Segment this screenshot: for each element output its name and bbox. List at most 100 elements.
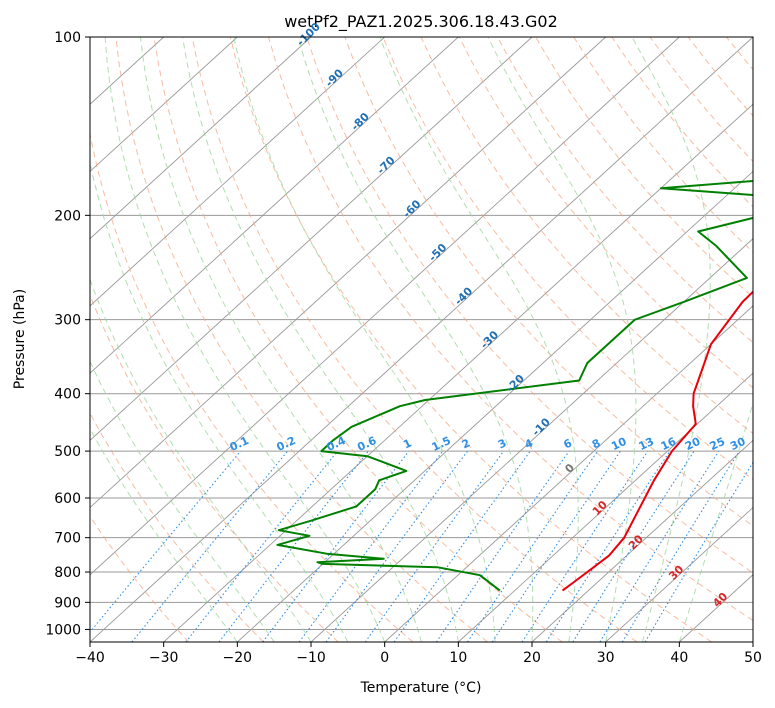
y-tick-label: 1000 — [45, 622, 81, 638]
isotherm-line — [384, 305, 753, 642]
x-tick-label: −20 — [223, 650, 253, 666]
y-tick-label: 200 — [54, 208, 81, 224]
isotherm-label: 10 — [590, 498, 610, 518]
isotherm-label: -60 — [400, 197, 423, 220]
dry-adiabat — [382, 37, 753, 481]
dry-adiabat — [687, 37, 753, 117]
mixing-ratio-line — [521, 450, 649, 642]
mixing-ratio-line — [262, 450, 410, 642]
x-tick-label: 40 — [670, 650, 688, 666]
isotherm-line — [90, 37, 459, 374]
dry-adiabat — [649, 37, 753, 163]
dry-adiabat — [268, 37, 753, 622]
mixing-ratio-label: 20 — [683, 435, 703, 453]
moist-adiabat — [90, 160, 349, 642]
mixing-ratio-label: 2 — [460, 436, 472, 451]
mixing-ratio-line — [364, 450, 505, 642]
x-tick-label: 50 — [744, 650, 762, 666]
moist-adiabat — [104, 37, 386, 642]
moist-adiabat — [233, 37, 496, 642]
moist-adiabat — [487, 37, 637, 642]
x-tick-label: −30 — [149, 650, 179, 666]
y-tick-label: 500 — [54, 444, 81, 460]
mixing-ratio-label: 30 — [728, 435, 748, 453]
dewpoint-profile-line — [276, 180, 753, 592]
mixing-ratio-line — [467, 450, 599, 642]
series-layer — [276, 180, 753, 592]
y-tick-label: 100 — [54, 30, 81, 46]
y-tick-label: 300 — [54, 313, 81, 329]
mixing-ratio-line — [572, 450, 695, 642]
temperature-profile-line — [561, 290, 753, 592]
moist-adiabat — [90, 427, 238, 642]
mixing-ratio-line — [185, 450, 339, 642]
isotherm-label: -80 — [349, 110, 372, 133]
isotherm-label: -10 — [530, 415, 553, 438]
isotherm-line — [605, 506, 753, 642]
x-tick-label: 0 — [380, 650, 389, 666]
y-tick-label: 700 — [54, 531, 81, 547]
moist-adiabat — [678, 401, 753, 642]
isotherm-label: -40 — [452, 284, 475, 307]
dry-adiabat — [496, 37, 753, 344]
isotherm-line — [90, 37, 606, 509]
moist-adiabat — [631, 37, 711, 642]
mixing-ratio-line — [218, 450, 369, 642]
isotherm-line — [310, 238, 753, 642]
isotherm-line — [531, 439, 753, 642]
mixing-ratio-label: 25 — [708, 435, 727, 453]
mixing-ratio-line — [90, 450, 242, 633]
chart-title: wetPf2_PAZ1.2025.306.18.43.G02 — [284, 12, 558, 32]
background-lines — [90, 37, 775, 642]
y-tick-label: 900 — [54, 595, 81, 611]
mixing-ratio-line — [621, 450, 740, 642]
mixing-ratio-label: 16 — [659, 435, 679, 453]
dry-adiabat — [90, 515, 190, 642]
isotherm-line — [90, 37, 753, 642]
isotherm-line — [163, 103, 753, 642]
dry-adiabat — [153, 37, 563, 642]
dry-adiabat — [420, 37, 753, 435]
isotherm-label: -50 — [426, 241, 449, 264]
isotherm-line — [90, 37, 533, 441]
y-tick-label: 600 — [54, 491, 81, 507]
dry-adiabat — [611, 37, 753, 208]
moist-adiabat — [182, 37, 459, 642]
x-tick-label: −10 — [296, 650, 326, 666]
mixing-ratio-line — [298, 450, 444, 642]
isotherm-label: -90 — [323, 66, 346, 89]
isotherm-line — [90, 37, 680, 576]
isotherm-line — [752, 641, 753, 642]
mixing-ratio-line — [545, 450, 671, 642]
isotherm-line — [90, 37, 312, 240]
y-tick-label: 400 — [54, 387, 81, 403]
dry-adiabat — [535, 37, 753, 298]
x-tick-label: −40 — [75, 650, 105, 666]
isotherm-line — [458, 372, 753, 642]
mixing-ratio-line — [325, 450, 468, 642]
x-tick-label: 30 — [597, 650, 615, 666]
dry-adiabat — [306, 37, 753, 574]
dry-adiabat — [90, 412, 264, 642]
mixing-ratio-line — [131, 450, 289, 642]
moist-adiabat — [140, 37, 422, 642]
moist-adiabat — [379, 37, 579, 642]
isotherm-label: 30 — [666, 563, 686, 583]
mixing-ratio-label: 1 — [401, 436, 413, 451]
moist-adiabat — [90, 278, 312, 642]
dry-adiabat — [573, 37, 753, 253]
isotherm-line — [237, 170, 753, 642]
dry-adiabat — [765, 37, 775, 642]
mixing-ratio-label: 10 — [609, 435, 629, 453]
mixing-ratio-label: 13 — [637, 435, 656, 453]
isotherm-label: -20 — [504, 372, 527, 395]
mixing-ratio-label: 8 — [590, 436, 602, 451]
moist-adiabat — [297, 37, 534, 642]
isotherm-line — [90, 37, 385, 307]
dry-adiabat — [344, 37, 753, 527]
mixing-ratio-line — [491, 450, 621, 642]
dry-adiabat — [726, 37, 753, 71]
plot-frame — [89, 36, 754, 643]
isotherm-label: -30 — [478, 328, 501, 351]
